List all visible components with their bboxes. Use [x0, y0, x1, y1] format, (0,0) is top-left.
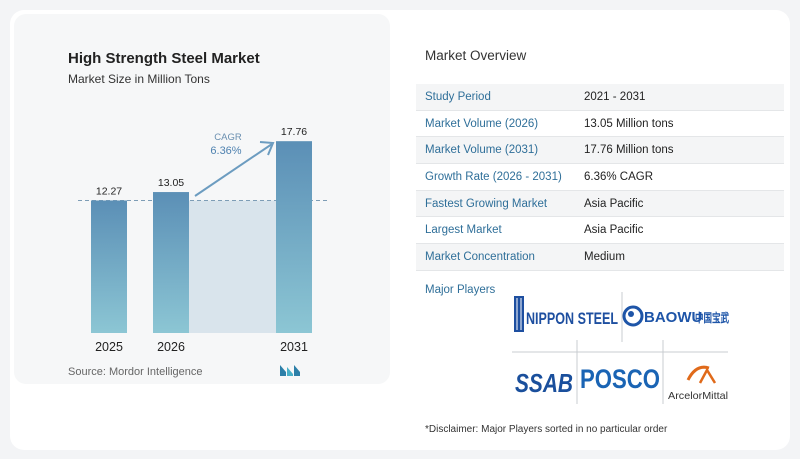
posco-logo: POSCO	[580, 364, 660, 394]
disclaimer-text: *Disclaimer: Major Players sorted in no …	[425, 424, 668, 435]
bar-value-label: 12.27	[96, 185, 122, 197]
overview-value: 2021 - 2031	[584, 90, 646, 103]
overview-row-fastest-growing: Fastest Growing Market Asia Pacific	[416, 190, 784, 218]
overview-value: Medium	[584, 250, 625, 263]
chart-subtitle: Market Size in Million Tons	[68, 72, 210, 86]
bar-2025	[91, 200, 127, 333]
nippon-steel-logo: NIPPON STEEL	[514, 296, 618, 332]
bar-2026	[153, 192, 189, 333]
cagr-arrow	[194, 141, 275, 197]
ssab-logo-text: SSAB	[515, 368, 573, 398]
ssab-logo: SSAB	[515, 368, 573, 398]
nippon-steel-logo-text: NIPPON STEEL	[526, 309, 618, 328]
overview-label: Growth Rate (2026 - 2031)	[425, 170, 562, 183]
arcelormittal-logo: ArcelorMittal	[668, 365, 728, 402]
cagr-value: 6.36%	[210, 145, 241, 157]
major-players-label: Major Players	[425, 284, 496, 296]
overview-value: 17.76 Million tons	[584, 144, 674, 157]
arcelormittal-logo-text: ArcelorMittal	[668, 390, 728, 402]
bar-value-label: 17.76	[281, 126, 307, 138]
overview-value: Asia Pacific	[584, 224, 644, 237]
overview-label: Study Period	[425, 90, 491, 103]
overview-row-volume-2031: Market Volume (2031) 17.76 Million tons	[416, 137, 784, 165]
overview-label: Largest Market	[425, 224, 502, 237]
bar-value-label: 13.05	[158, 177, 184, 189]
x-tick-label: 2025	[95, 340, 123, 354]
overview-row-volume-2026: Market Volume (2026) 13.05 Million tons	[416, 111, 784, 138]
gap-shade	[189, 200, 276, 333]
overview-value: 6.36% CAGR	[584, 170, 654, 183]
posco-logo-text: POSCO	[580, 364, 660, 394]
overview-row-study-period: Study Period 2021 - 2031	[416, 84, 784, 111]
baowu-logo-text: BAOWU	[644, 309, 702, 326]
bar-chart: 12.27 2025 13.05 2026 17.76 2031 CAGR 6.36%	[78, 126, 330, 354]
overview-row-growth-rate: Growth Rate (2026 - 2031) 6.36% CAGR	[416, 164, 784, 191]
overview-label: Market Volume (2031)	[425, 144, 539, 157]
chart-title: High Strength Steel Market	[68, 50, 260, 67]
overview-table: Study Period 2021 - 2031 Market Volume (…	[416, 84, 784, 271]
overview-value: 13.05 Million tons	[584, 117, 674, 130]
overview-label: Market Concentration	[425, 250, 535, 263]
x-tick-label: 2026	[157, 340, 185, 354]
baowu-logo: BAOWU 中国宝武	[622, 305, 729, 327]
overview-label: Market Volume (2026)	[425, 117, 539, 130]
x-tick-label: 2031	[280, 340, 308, 354]
overview-title: Market Overview	[425, 48, 527, 63]
cagr-label: CAGR	[214, 132, 242, 143]
overview-row-concentration: Market Concentration Medium	[416, 244, 784, 271]
baowu-logo-chinese-text: 中国宝武	[695, 310, 729, 325]
overview-label: Fastest Growing Market	[425, 197, 548, 210]
overview-value: Asia Pacific	[584, 197, 644, 210]
overview-row-largest-market: Largest Market Asia Pacific	[416, 217, 784, 245]
mordor-intelligence-logo-icon	[280, 365, 300, 376]
bar-2031	[276, 141, 312, 333]
source-text: Source: Mordor Intelligence	[68, 366, 203, 378]
